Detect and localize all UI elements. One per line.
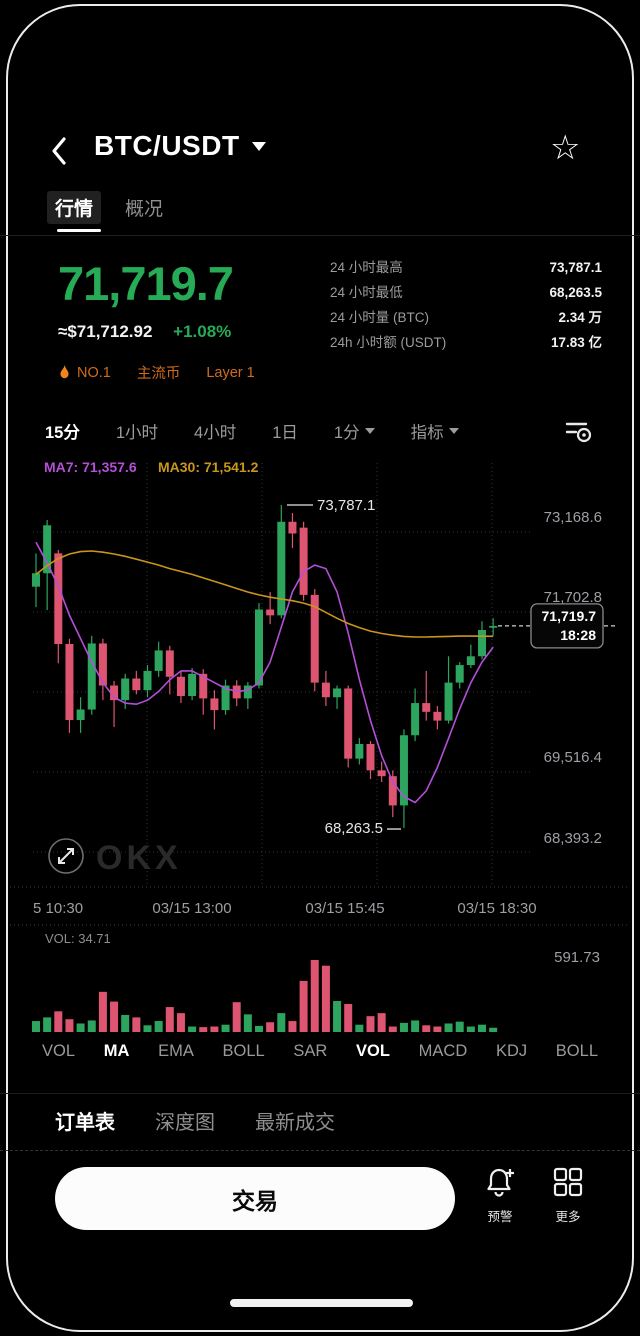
indicator-ema[interactable]: EMA bbox=[158, 1042, 194, 1060]
indicator-ma[interactable]: MA bbox=[103, 1042, 130, 1060]
layer-badge[interactable]: Layer 1 bbox=[206, 364, 255, 381]
last-price: 71,719.7 bbox=[58, 257, 234, 310]
stats-panel: 24 小时最高 73,787.1 24 小时最低 68,263.5 24 小时量… bbox=[330, 255, 602, 355]
caret-down-icon bbox=[364, 428, 375, 434]
chart-settings-button[interactable] bbox=[564, 418, 594, 451]
svg-text:71,719.7: 71,719.7 bbox=[542, 608, 597, 624]
svg-text:MA30: 71,541.2: MA30: 71,541.2 bbox=[158, 459, 259, 475]
svg-text:68,393.2: 68,393.2 bbox=[544, 830, 602, 847]
alert-label: 预警 bbox=[487, 1210, 513, 1224]
indicator-kdj[interactable]: KDJ bbox=[495, 1042, 528, 1060]
divider bbox=[0, 235, 640, 236]
caret-down-icon bbox=[448, 428, 459, 434]
pair-selector[interactable]: BTC/USDT bbox=[94, 130, 266, 162]
svg-text:5 10:30: 5 10:30 bbox=[33, 900, 83, 917]
rank-badge[interactable]: NO.1 bbox=[58, 364, 111, 381]
tab-market[interactable]: 行情 bbox=[47, 191, 102, 224]
svg-text:69,516.4: 69,516.4 bbox=[544, 749, 602, 766]
tab-overview[interactable]: 概况 bbox=[125, 199, 164, 220]
indicator-macd[interactable]: MACD bbox=[418, 1042, 468, 1060]
more-label: 更多 bbox=[555, 1210, 581, 1224]
change-percent: +1.08% bbox=[173, 322, 232, 341]
svg-text:03/15 15:45: 03/15 15:45 bbox=[305, 900, 384, 917]
svg-text:18:28: 18:28 bbox=[560, 627, 596, 643]
category-badge[interactable]: 主流币 bbox=[136, 366, 181, 382]
timeframe-custom-dropdown[interactable]: 1分 bbox=[334, 419, 375, 443]
badges-row: NO.1 主流币 Layer 1 bbox=[58, 362, 255, 383]
price-chart[interactable]: MA7: 71,357.6 MA30: 71,541.2 73,168.6 71,70… bbox=[0, 455, 640, 1035]
stat-row-volume: 24 小时量 (BTC) 2.34 万 bbox=[330, 310, 602, 325]
timeframe-1h[interactable]: 1小时 bbox=[115, 424, 159, 442]
svg-text:MA7: 71,357.6: MA7: 71,357.6 bbox=[44, 459, 137, 475]
indicator-dropdown[interactable]: 指标 bbox=[411, 419, 459, 443]
star-icon: ☆ bbox=[550, 129, 581, 167]
timeframe-15m[interactable]: 15分 bbox=[45, 424, 80, 442]
stat-row-turnover: 24h 小时额 (USDT) 17.83 亿 bbox=[330, 335, 602, 350]
svg-text:03/15 13:00: 03/15 13:00 bbox=[152, 900, 231, 917]
alert-button[interactable]: 预警 bbox=[468, 1166, 532, 1225]
svg-text:03/15 18:30: 03/15 18:30 bbox=[457, 900, 536, 917]
divider bbox=[0, 1093, 640, 1094]
home-indicator[interactable] bbox=[230, 1299, 413, 1307]
expand-icon bbox=[48, 838, 84, 874]
expand-chart-button[interactable] bbox=[46, 836, 86, 881]
indicator-sar[interactable]: SAR bbox=[293, 1042, 328, 1060]
svg-text:73,168.6: 73,168.6 bbox=[544, 509, 602, 526]
back-button[interactable] bbox=[50, 136, 68, 171]
chart-settings-icon bbox=[565, 422, 592, 443]
tab-latest-trades[interactable]: 最新成交 bbox=[255, 1112, 335, 1134]
stat-row-high: 24 小时最高 73,787.1 bbox=[330, 260, 602, 275]
page-title: BTC/USDT bbox=[94, 130, 240, 161]
chevron-left-icon bbox=[52, 137, 66, 165]
indicator-boll-1[interactable]: BOLL bbox=[222, 1042, 265, 1060]
grid-icon bbox=[553, 1167, 583, 1197]
svg-text:71,702.8: 71,702.8 bbox=[544, 589, 602, 606]
svg-text:68,263.5: 68,263.5 bbox=[325, 820, 383, 837]
indicator-vol-1[interactable]: VOL bbox=[42, 1042, 76, 1060]
tab-order-book[interactable]: 订单表 bbox=[55, 1112, 115, 1134]
indicator-boll-2[interactable]: BOLL bbox=[555, 1042, 598, 1060]
trade-button[interactable]: 交易 bbox=[55, 1167, 455, 1230]
more-button[interactable]: 更多 bbox=[536, 1166, 600, 1225]
caret-down-icon bbox=[251, 141, 266, 151]
volume-indicator-label: VOL: 34.71 bbox=[45, 931, 111, 946]
stat-row-low: 24 小时最低 68,263.5 bbox=[330, 285, 602, 300]
volume-axis-label: 591.73 bbox=[554, 949, 600, 966]
fiat-price: ≈$71,712.92 bbox=[58, 322, 153, 341]
active-tab-underline bbox=[57, 229, 101, 232]
indicator-vol-2[interactable]: VOL bbox=[356, 1042, 390, 1060]
fiat-price-row: ≈$71,712.92 +1.08% bbox=[58, 322, 231, 342]
divider bbox=[0, 1150, 640, 1151]
timeframe-1d[interactable]: 1日 bbox=[272, 424, 298, 442]
flame-icon bbox=[60, 364, 69, 379]
tab-depth-chart[interactable]: 深度图 bbox=[155, 1112, 215, 1134]
bell-plus-icon bbox=[487, 1168, 514, 1197]
okx-watermark: OKX bbox=[96, 839, 182, 877]
svg-text:73,787.1: 73,787.1 bbox=[317, 497, 375, 514]
favorite-star-button[interactable]: ☆ bbox=[550, 131, 580, 165]
timeframe-4h[interactable]: 4小时 bbox=[194, 424, 237, 442]
